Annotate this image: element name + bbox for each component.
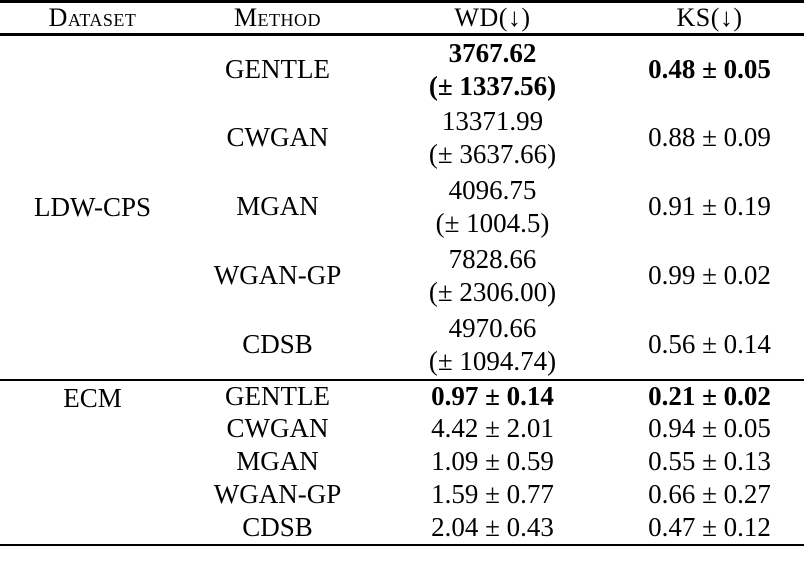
wd-cell: 3767.62 (± 1337.56)	[370, 35, 615, 104]
wd-cell: 4096.75 (± 1004.5)	[370, 173, 615, 242]
method-cell: GENTLE	[225, 54, 330, 85]
col-header-wd: WD(↓)	[370, 1, 615, 36]
wd-mean: 13371.99	[441, 106, 544, 136]
ks-cell: 0.55 ± 0.13	[648, 446, 771, 477]
method-cell: CWGAN	[226, 413, 329, 444]
results-table: Dataset Method WD(↓) KS(↓) LDW-CPS GENTL…	[0, 0, 804, 546]
method-cell: MGAN	[236, 191, 319, 222]
wd-mean: 4096.75	[448, 175, 537, 205]
ks-cell: 0.66 ± 0.27	[648, 479, 771, 510]
wd-cell: 1.09 ± 0.59	[431, 446, 554, 477]
ks-cell: 0.56 ± 0.14	[648, 328, 771, 359]
table-row: LDW-CPS GENTLE 3767.62 (± 1337.56) 0.48 …	[0, 35, 804, 222]
wd-std: (± 2306.00)	[428, 277, 557, 307]
dataset-cell-ldw-cps: LDW-CPS	[33, 191, 152, 222]
ks-cell: 0.48 ± 0.05	[648, 54, 771, 85]
wd-cell: 1.59 ± 0.77	[431, 479, 554, 510]
ks-cell: 0.21 ± 0.02	[648, 380, 771, 411]
method-cell: GENTLE	[225, 380, 330, 411]
ks-cell: 0.91 ± 0.19	[648, 191, 771, 222]
table-row: WGAN-GP 1.59 ± 0.77 0.66 ± 0.27	[0, 479, 804, 512]
wd-mean: 4970.66	[448, 312, 537, 343]
wd-mean: 7828.66	[448, 244, 537, 274]
table-row: MGAN 4096.75 (± 1004.5) 0.91 ± 0.19	[0, 173, 804, 242]
dataset-cell-ecm: ECM	[63, 382, 122, 413]
ks-cell: 0.88 ± 0.09	[648, 122, 771, 153]
table-row: MGAN 1.09 ± 0.59 0.55 ± 0.13	[0, 446, 804, 479]
wd-mean: 3767.62	[448, 37, 537, 68]
wd-cell: 4970.66 (± 1094.74)	[370, 311, 615, 380]
wd-std: (± 3637.66)	[428, 139, 557, 169]
table-row: CDSB 4970.66 (± 1094.74) 0.56 ± 0.14	[0, 311, 804, 380]
wd-std: (± 1337.56)	[428, 70, 557, 101]
table-row: ECM GENTLE 0.97 ± 0.14 0.21 ± 0.02	[0, 380, 804, 413]
wd-cell: 4.42 ± 2.01	[431, 413, 554, 444]
col-header-dataset: Dataset	[0, 1, 185, 36]
ks-cell: 0.99 ± 0.02	[648, 260, 771, 291]
wd-cell: 13371.99 (± 3637.66)	[370, 104, 615, 173]
table-row: CDSB 2.04 ± 0.43 0.47 ± 0.12	[0, 512, 804, 545]
wd-std: (± 1004.5)	[435, 208, 550, 238]
wd-std: (± 1094.74)	[428, 345, 557, 376]
table-row: CWGAN 4.42 ± 2.01 0.94 ± 0.05	[0, 413, 804, 446]
method-cell: CDSB	[242, 328, 313, 359]
method-cell: WGAN-GP	[213, 479, 342, 510]
col-header-ks: KS(↓)	[615, 1, 804, 36]
section-ecm: ECM GENTLE 0.97 ± 0.14 0.21 ± 0.02 CWGAN…	[0, 380, 804, 545]
section-ldw-cps: LDW-CPS GENTLE 3767.62 (± 1337.56) 0.48 …	[0, 35, 804, 380]
col-header-method: Method	[185, 1, 370, 36]
method-cell: CDSB	[242, 511, 313, 542]
wd-cell: 2.04 ± 0.43	[431, 511, 554, 542]
ks-cell: 0.47 ± 0.12	[648, 511, 771, 542]
method-cell: WGAN-GP	[213, 260, 342, 291]
table-row: CWGAN 13371.99 (± 3637.66) 0.88 ± 0.09	[0, 104, 804, 173]
wd-cell: 7828.66 (± 2306.00)	[370, 242, 615, 311]
header-row: Dataset Method WD(↓) KS(↓)	[0, 1, 804, 36]
wd-cell: 0.97 ± 0.14	[431, 380, 554, 411]
table-row: WGAN-GP 7828.66 (± 2306.00) 0.99 ± 0.02	[0, 242, 804, 311]
ks-cell: 0.94 ± 0.05	[648, 413, 771, 444]
method-cell: CWGAN	[226, 122, 329, 153]
method-cell: MGAN	[236, 446, 319, 477]
